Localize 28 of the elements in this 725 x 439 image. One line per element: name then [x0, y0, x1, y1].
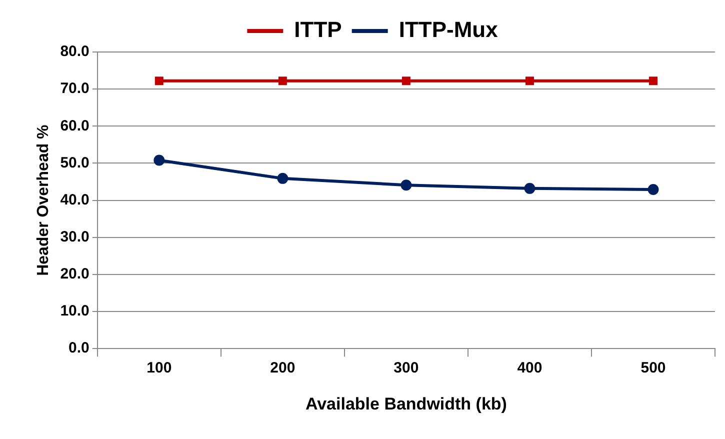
x-tick-label: 100 [146, 360, 172, 377]
y-tick-label: 0.0 [68, 340, 90, 357]
y-tick-label: 70.0 [60, 80, 90, 98]
y-tick-label: 50.0 [60, 154, 90, 172]
point [278, 76, 287, 86]
x-tick-label: 400 [517, 360, 542, 377]
point [400, 180, 412, 191]
y-tick-label: 80.0 [60, 43, 90, 60]
point [402, 76, 410, 86]
legend-label: ITTP-Mux [398, 17, 499, 42]
x-tick-label: 500 [640, 360, 666, 377]
y-tick-label: 10.0 [60, 302, 90, 320]
y-tick-label: 20.0 [60, 266, 90, 283]
y-tick-label: 40.0 [60, 191, 90, 208]
point [525, 76, 534, 86]
x-axis-title: Available Bandwidth (kb) [305, 394, 507, 414]
x-tick-label: 300 [394, 360, 419, 377]
point [524, 182, 536, 194]
y-tick-label: 60.0 [60, 117, 90, 134]
point [648, 76, 658, 86]
x-tick-label: 200 [270, 360, 296, 377]
y-tick-label: 30.0 [60, 228, 90, 246]
point [648, 184, 659, 196]
point [277, 172, 288, 184]
legend-label: ITTP [294, 17, 342, 42]
y-axis-title: Header Overhead % [35, 124, 52, 276]
point [154, 154, 165, 166]
point [154, 76, 164, 86]
